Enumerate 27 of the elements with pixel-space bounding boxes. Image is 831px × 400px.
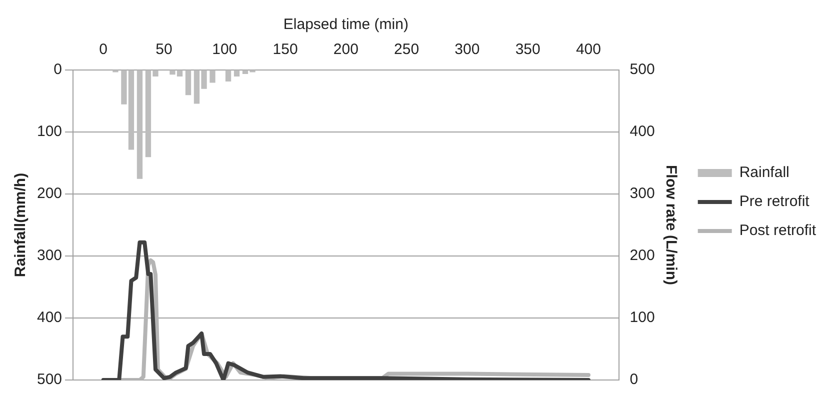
x-tick-label: 200: [333, 41, 358, 58]
y2-tick-label: 300: [630, 185, 655, 202]
x-tick-label: 0: [99, 41, 108, 58]
y-tick-label: 200: [36, 185, 62, 202]
legend-label: Pre retrofit: [739, 193, 810, 210]
x-tick-label: 250: [394, 41, 420, 58]
y-tick-label: 400: [36, 309, 62, 326]
x-tick-label: 350: [515, 41, 540, 58]
y2-tick-label: 200: [630, 247, 655, 264]
legend-label: Post retrofit: [739, 222, 817, 240]
x-tick-label: 100: [212, 41, 238, 58]
x-tick-label: 150: [272, 41, 298, 58]
y-tick-label: 500: [36, 371, 62, 388]
x-tick-label: 50: [156, 41, 172, 58]
x-tick-label: 300: [454, 41, 480, 58]
x-axis-title: Elapsed time (min): [283, 16, 408, 34]
y2-tick-label: 100: [630, 309, 655, 326]
y-tick-label: 300: [36, 247, 62, 264]
y2-tick-label: 500: [630, 61, 655, 78]
y-tick-label: 100: [36, 123, 62, 140]
y2-tick-label: 400: [630, 123, 655, 140]
x-tick-label: 400: [576, 41, 601, 58]
y-axis-title: Rainfall(mm/h): [12, 172, 30, 278]
y-tick-label: 0: [54, 61, 62, 78]
legend-label: Rainfall: [739, 164, 790, 182]
y2-tick-label: 0: [630, 371, 638, 388]
y2-axis-title: Flow rate (L/min): [662, 165, 680, 286]
